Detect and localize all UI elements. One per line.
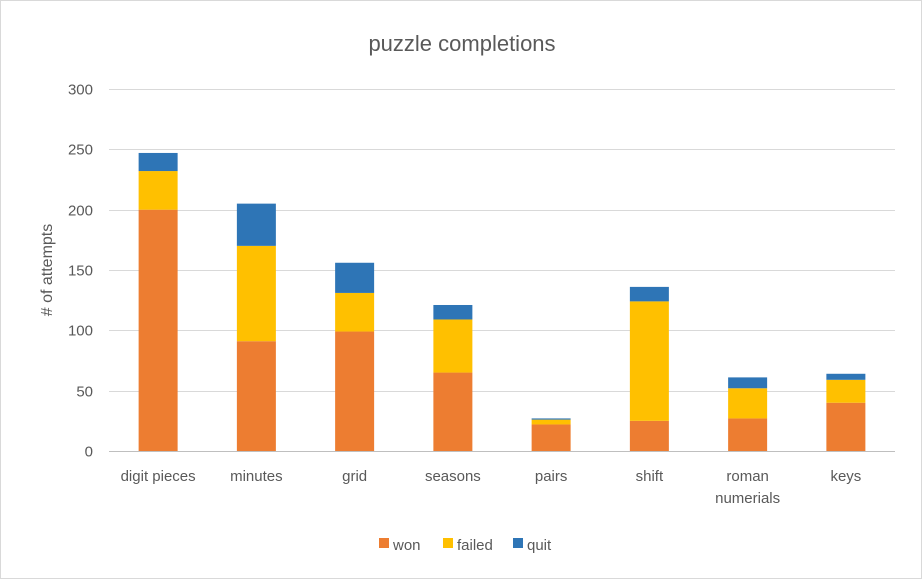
bar-won <box>531 424 571 451</box>
x-tick-label: roman numerials <box>715 468 780 507</box>
x-tick-label-line: minutes <box>230 468 283 485</box>
x-tick-label: grid <box>342 468 367 485</box>
bar-quit <box>138 152 178 172</box>
gridlines <box>109 89 895 452</box>
bar-failed <box>629 301 669 421</box>
bar-won <box>629 420 669 451</box>
legend-swatch-quit <box>513 538 523 548</box>
x-tick-label-line: seasons <box>425 468 481 485</box>
chart-title: puzzle completions <box>368 31 555 56</box>
bar-won <box>335 331 375 451</box>
x-tick-label: seasons <box>425 468 481 485</box>
bar-quit <box>531 418 571 420</box>
bar-failed <box>728 388 768 419</box>
bar-failed <box>138 171 178 210</box>
x-tick-label-line: keys <box>830 468 861 485</box>
x-tick-label: pairs <box>535 468 568 485</box>
legend-swatch-failed <box>443 538 453 548</box>
y-tick-label: 300 <box>68 82 93 99</box>
legend-label-failed: failed <box>457 537 493 554</box>
y-tick-label: 200 <box>68 203 93 220</box>
y-tick-label: 250 <box>68 142 93 159</box>
legend-swatch-won <box>379 538 389 548</box>
x-tick-label-line: roman <box>726 468 769 485</box>
x-tick-label-line: shift <box>636 468 664 485</box>
x-tick-label: keys <box>830 468 861 485</box>
bar-won <box>728 418 768 451</box>
y-tick-label: 50 <box>76 384 93 401</box>
bar-quit <box>433 304 473 320</box>
x-tick-label-line: numerials <box>715 490 780 507</box>
bar-failed <box>433 319 473 373</box>
x-tick-label-line: grid <box>342 468 367 485</box>
x-tick-label: minutes <box>230 468 283 485</box>
bar-won <box>826 402 866 451</box>
legend: won failed quit <box>379 537 552 554</box>
bar-won <box>138 209 178 451</box>
bars <box>138 152 866 451</box>
y-tick-label: 0 <box>85 444 93 461</box>
x-tick-label-line: pairs <box>535 468 568 485</box>
legend-label-won: won <box>392 537 421 554</box>
legend-label-quit: quit <box>527 537 552 554</box>
y-tick-label: 150 <box>68 263 93 280</box>
bar-quit <box>728 377 768 389</box>
bar-failed <box>335 292 375 332</box>
y-tick-label: 100 <box>68 323 93 340</box>
bar-quit <box>236 203 276 246</box>
bar-won <box>236 341 276 451</box>
bar-failed <box>236 245 276 342</box>
x-axis-ticks: digit pieces minutes grid seasons pairs shift… <box>121 468 862 507</box>
bar-failed <box>826 379 866 403</box>
bar-won <box>433 372 473 451</box>
x-tick-label: shift <box>636 468 664 485</box>
bar-failed <box>531 419 571 425</box>
y-axis-title: # of attempts <box>39 224 56 317</box>
bar-quit <box>629 286 669 302</box>
x-tick-label: digit pieces <box>121 468 196 485</box>
bar-quit <box>826 373 866 380</box>
y-axis-ticks: 0 50 100 150 200 250 300 <box>68 82 93 461</box>
x-tick-label-line: digit pieces <box>121 468 196 485</box>
bar-quit <box>335 262 375 293</box>
